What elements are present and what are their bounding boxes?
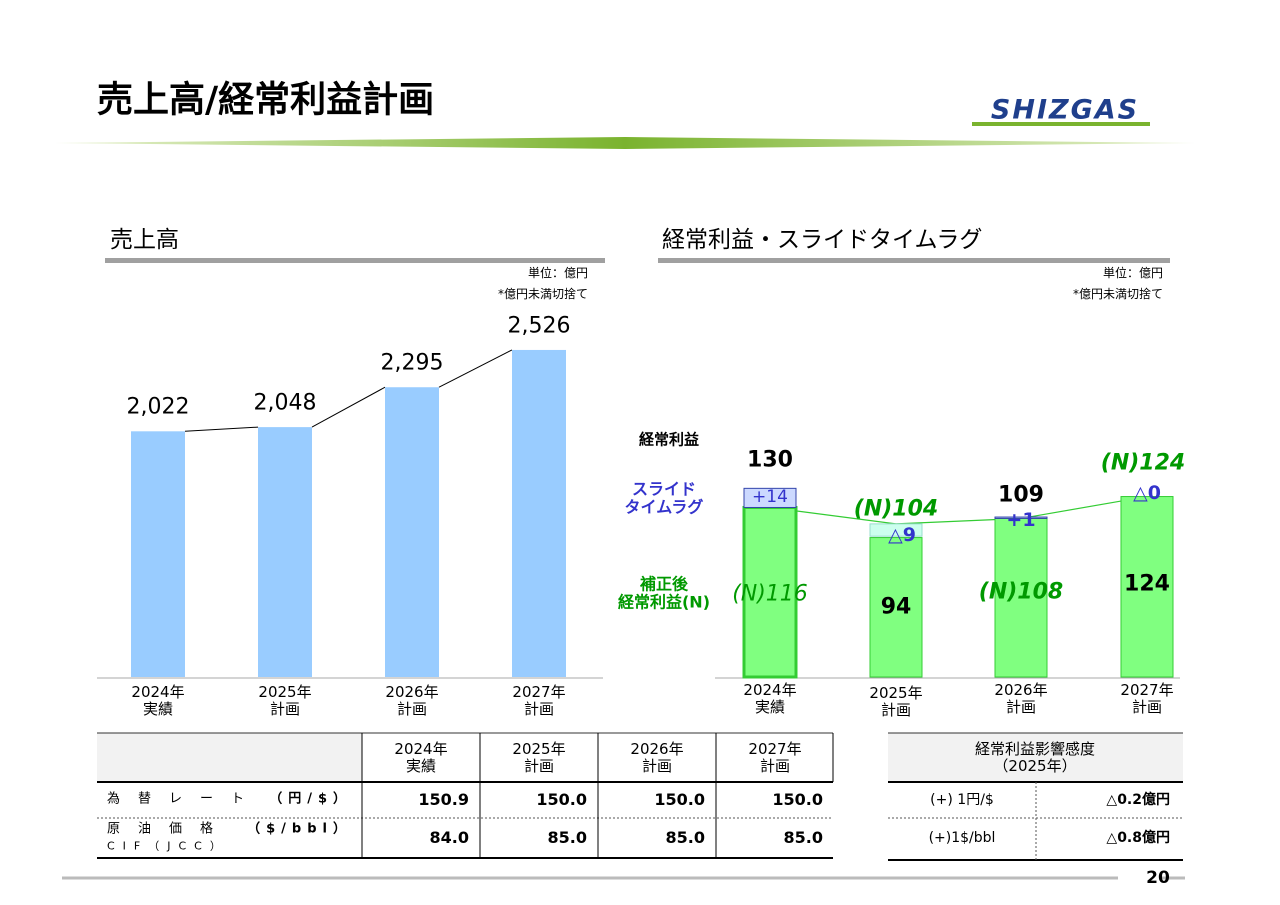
table-cell: 150.0 — [536, 789, 587, 809]
logo-underline — [972, 122, 1150, 126]
data-label: +14 — [752, 487, 788, 508]
connector — [438, 349, 513, 388]
bar — [258, 427, 312, 677]
table-head-bg — [97, 733, 362, 782]
table-header: 2026年 計画 — [630, 739, 684, 775]
series-label: スライド タイムラグ — [624, 479, 704, 517]
footnote: *億円未満切捨て — [497, 287, 588, 302]
x-tick-label: 2026年 計画 — [994, 680, 1048, 716]
data-label: 124 — [1124, 571, 1170, 597]
section-title: 売上高 — [110, 226, 179, 253]
row-sublabel: CIF（JCC） — [107, 839, 229, 853]
x-tick-label: 2025年 計画 — [258, 682, 312, 718]
data-label: 2,022 — [126, 394, 190, 420]
data-label: 130 — [747, 447, 793, 473]
table-cell: 84.0 — [429, 827, 469, 847]
data-label: △0 — [1133, 482, 1161, 505]
bar — [131, 431, 185, 677]
table-header: 2024年 実績 — [394, 739, 448, 775]
data-label: (N)124 — [1100, 450, 1186, 476]
unit-note: 単位：億円 — [1102, 266, 1163, 281]
x-tick-label: 2025年 計画 — [869, 683, 923, 719]
logo: SHIZGAS — [990, 94, 1140, 126]
table-cell: 85.0 — [665, 827, 705, 847]
connector — [184, 426, 259, 432]
footnote: *億円未満切捨て — [1072, 287, 1163, 302]
table-cell: 150.9 — [418, 789, 469, 809]
data-label: △9 — [888, 524, 916, 547]
x-tick-label: 2027年 計画 — [512, 682, 566, 718]
table-head-bg — [888, 733, 1183, 782]
row-label: 為替レート — [107, 791, 263, 807]
row-label: 原油価格 — [107, 821, 232, 837]
bar — [869, 537, 923, 678]
x-tick-label: 2027年 計画 — [1120, 680, 1174, 716]
bar — [742, 505, 798, 679]
page-number: 20 — [1146, 868, 1170, 889]
row-unit: （円/$） — [269, 791, 352, 807]
table-header: 経常利益影響感度 （2025年） — [974, 739, 1096, 775]
table-cell: (+) 1円/$ — [930, 791, 994, 808]
series-label: 補正後 経常利益(N) — [617, 574, 711, 612]
section-title: 経常利益・スライドタイムラグ — [662, 226, 983, 253]
series-label: 経常利益 — [638, 430, 700, 449]
table-cell: 85.0 — [547, 827, 587, 847]
table-cell: 150.0 — [654, 789, 705, 809]
section-rule — [105, 258, 605, 263]
table-cell: 85.0 — [783, 827, 823, 847]
data-label: (N)108 — [978, 579, 1064, 605]
data-label: (N)104 — [853, 496, 939, 522]
data-label: 94 — [880, 594, 912, 620]
table-cell: 150.0 — [772, 789, 823, 809]
data-label: 2,526 — [507, 313, 571, 339]
data-label: 2,048 — [253, 390, 317, 416]
data-label: +1 — [1006, 509, 1036, 532]
slide-segment — [869, 523, 923, 537]
table-header: 2025年 計画 — [512, 739, 566, 775]
header-stripe — [55, 137, 1195, 149]
table-cols — [361, 733, 834, 858]
data-label: (N)116 — [732, 581, 808, 607]
connector — [311, 386, 386, 428]
bar — [1120, 496, 1174, 678]
slide-segment — [994, 516, 1048, 519]
table-cell: (+)1$/bbl — [928, 829, 996, 846]
bar — [385, 387, 439, 677]
trend-line — [769, 495, 1148, 525]
section-rule — [658, 258, 1170, 263]
x-tick-label: 2026年 計画 — [385, 682, 439, 718]
row-unit: （$/bbl） — [247, 821, 352, 837]
slide-segment — [743, 487, 797, 508]
table-cell: △0.8億円 — [1106, 829, 1170, 846]
unit-note: 単位：億円 — [527, 266, 588, 281]
bar — [512, 349, 566, 677]
data-label: 109 — [998, 482, 1044, 508]
x-tick-label: 2024年 実績 — [743, 680, 797, 716]
table-cell: △0.2億円 — [1106, 791, 1170, 808]
table-header: 2027年 計画 — [748, 739, 802, 775]
data-label: 2,295 — [380, 350, 444, 376]
x-tick-label: 2024年 実績 — [131, 682, 185, 718]
title: 売上高/経常利益計画 — [97, 79, 435, 121]
